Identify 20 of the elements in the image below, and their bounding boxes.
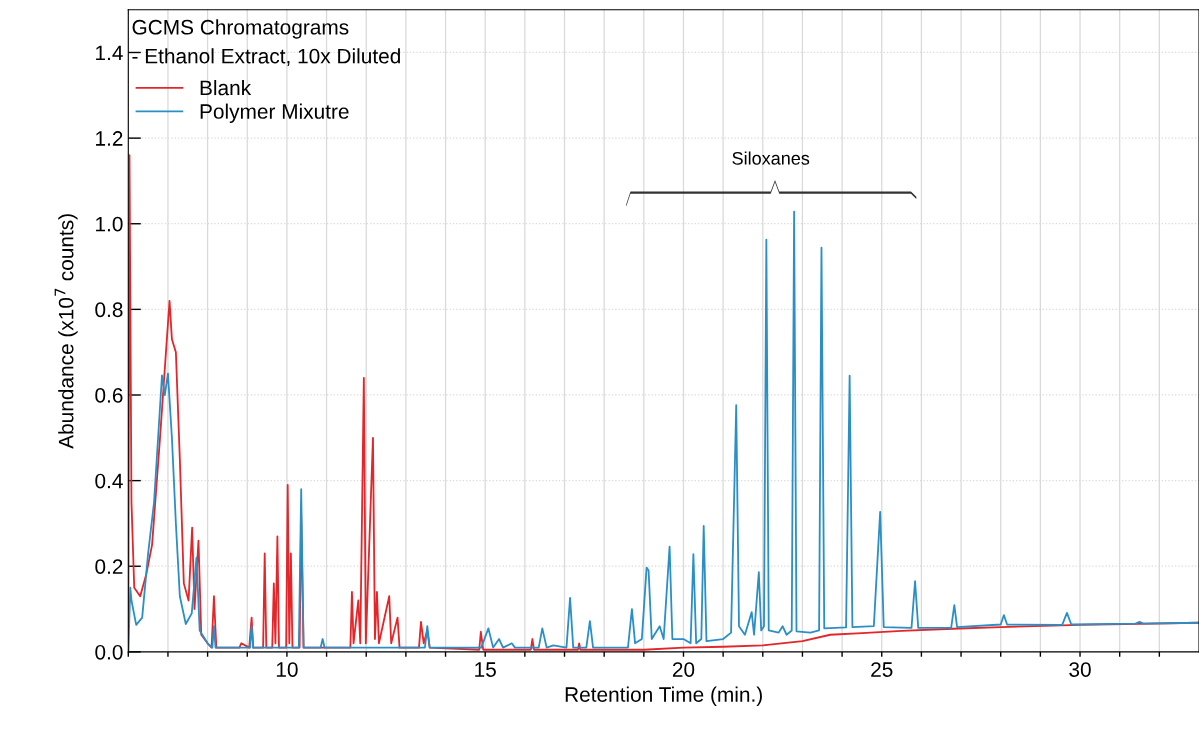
y-tick-label: 1.2 bbox=[96, 131, 123, 146]
y-tick-label: 0.4 bbox=[95, 473, 123, 489]
x-tick-label: 25 bbox=[871, 662, 893, 677]
legend-label: Polymer Mixutre bbox=[200, 103, 349, 123]
y-tick-label: 1.0 bbox=[96, 216, 123, 232]
annotation: Siloxanes bbox=[732, 151, 810, 165]
text: - Ethanol Extract, 10x Diluted bbox=[132, 48, 400, 66]
y-tick-label: 0.6 bbox=[95, 388, 123, 403]
y-axis-title: Abundance (x10$^{7}$ counts) bbox=[54, 214, 78, 449]
chart-title: GCMS Chromatograms bbox=[132, 19, 349, 39]
legend-label: Blank bbox=[200, 79, 252, 96]
y-tick-label: 0.8 bbox=[95, 302, 123, 318]
x-tick-label: 20 bbox=[672, 662, 695, 677]
x-axis-title: Retention Time (min.) bbox=[565, 686, 762, 706]
x-tick-label: 15 bbox=[475, 662, 496, 677]
y-tick-label: 0.0 bbox=[95, 644, 123, 660]
x-tick-label: 10 bbox=[276, 662, 298, 677]
x-tick-label: 30 bbox=[1069, 662, 1091, 677]
y-tick-label: 0.2 bbox=[95, 559, 123, 574]
y-tick-label: 1.4 bbox=[96, 45, 123, 61]
